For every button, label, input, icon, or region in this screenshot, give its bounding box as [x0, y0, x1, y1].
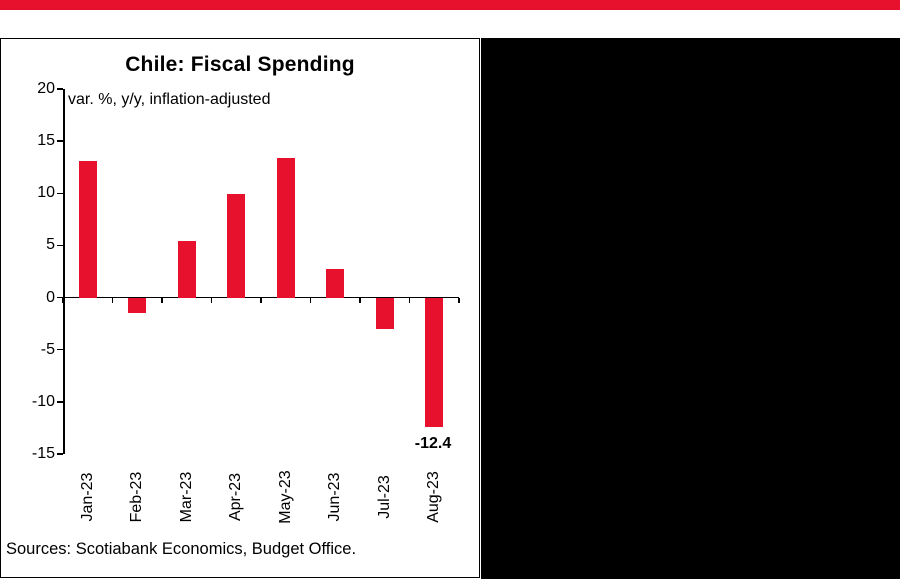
- y-tick-mark: [57, 348, 63, 351]
- x-tick-mark: [210, 297, 213, 303]
- bar: [128, 297, 147, 314]
- x-tick-label: Apr-23: [227, 472, 245, 522]
- y-tick-label: 0: [46, 288, 55, 306]
- x-tick-mark: [111, 297, 114, 303]
- top-red-stripe: [0, 0, 900, 10]
- sources-note: Sources: Scotiabank Economics, Budget Of…: [6, 540, 357, 558]
- x-tick-label: Mar-23: [177, 471, 195, 523]
- x-tick-label: Jul-23: [375, 475, 393, 519]
- y-tick-mark: [57, 453, 63, 455]
- x-tick-mark: [260, 297, 262, 303]
- chart-panel: Chile: Fiscal Spending var. %, y/y, infl…: [0, 38, 480, 578]
- bar: [326, 269, 345, 298]
- x-tick-label: Aug-23: [425, 471, 443, 523]
- y-tick-label: 15: [37, 132, 55, 150]
- bar: [78, 160, 97, 298]
- bar: [276, 157, 295, 298]
- y-tick-mark: [57, 296, 63, 299]
- y-tick-label: -5: [40, 340, 55, 358]
- x-tick-label: Feb-23: [128, 471, 146, 523]
- bar-value-annotation: -12.4: [414, 435, 452, 452]
- x-tick-mark: [408, 297, 411, 303]
- y-tick-mark: [57, 192, 63, 195]
- y-tick-mark: [57, 401, 63, 403]
- right-black-panel: [481, 38, 900, 579]
- x-tick-mark: [161, 297, 163, 303]
- bar: [425, 297, 444, 427]
- y-tick-mark: [57, 140, 63, 142]
- chart-subtitle: var. %, y/y, inflation-adjusted: [68, 91, 271, 108]
- x-tick-label: Jan-23: [78, 472, 96, 522]
- y-tick-label: -15: [31, 445, 55, 462]
- y-tick-mark: [57, 244, 63, 247]
- x-tick-mark: [359, 297, 361, 303]
- y-axis-line: [63, 89, 65, 454]
- y-tick-label: 20: [37, 80, 55, 97]
- bar: [375, 297, 394, 329]
- x-tick-mark: [458, 297, 460, 303]
- bar: [177, 241, 196, 298]
- x-tick-mark: [309, 297, 312, 303]
- y-tick-label: 10: [37, 184, 55, 202]
- x-tick-label: May-23: [276, 470, 294, 524]
- x-tick-label: Jun-23: [326, 472, 344, 522]
- chart-title: Chile: Fiscal Spending: [125, 53, 355, 76]
- y-tick-label: 5: [46, 236, 55, 254]
- y-tick-mark: [57, 88, 63, 90]
- x-tick-mark: [62, 297, 64, 303]
- bar: [227, 194, 246, 298]
- y-tick-label: -10: [31, 392, 55, 410]
